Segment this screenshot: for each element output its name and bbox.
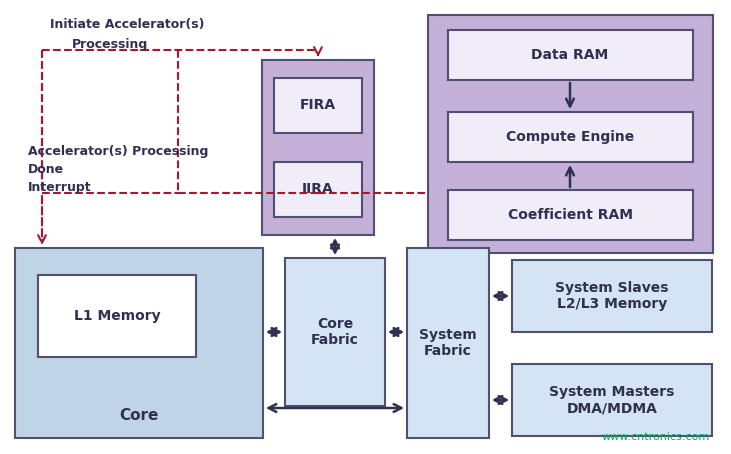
Text: Accelerator(s) Processing: Accelerator(s) Processing xyxy=(28,145,208,158)
Text: System
Fabric: System Fabric xyxy=(419,328,477,358)
Text: Initiate Accelerator(s): Initiate Accelerator(s) xyxy=(50,18,205,31)
Bar xyxy=(512,260,712,332)
Bar xyxy=(262,60,374,235)
Text: Done: Done xyxy=(28,163,64,176)
Text: Compute Engine: Compute Engine xyxy=(506,130,634,144)
Text: Interrupt: Interrupt xyxy=(28,181,91,194)
Text: System Masters
DMA/MDMA: System Masters DMA/MDMA xyxy=(549,385,675,415)
Bar xyxy=(428,15,713,253)
Bar xyxy=(15,248,263,438)
Bar xyxy=(448,30,693,80)
Text: IIRA: IIRA xyxy=(302,182,334,196)
Bar xyxy=(448,112,693,162)
Bar xyxy=(274,162,362,217)
Text: Processing: Processing xyxy=(72,38,148,51)
Text: Core
Fabric: Core Fabric xyxy=(311,317,359,347)
Text: System Slaves
L2/L3 Memory: System Slaves L2/L3 Memory xyxy=(556,281,669,311)
Text: Core: Core xyxy=(119,408,159,423)
Text: FIRA: FIRA xyxy=(300,98,336,112)
Text: Coefficient RAM: Coefficient RAM xyxy=(507,208,632,222)
Text: Data RAM: Data RAM xyxy=(531,48,609,62)
Text: L1 Memory: L1 Memory xyxy=(74,309,160,323)
Text: www.cntronics.com: www.cntronics.com xyxy=(602,432,710,442)
Bar xyxy=(274,78,362,133)
Bar xyxy=(448,190,693,240)
Bar xyxy=(407,248,489,438)
Bar xyxy=(512,364,712,436)
Bar xyxy=(38,275,196,357)
Bar xyxy=(285,258,385,406)
